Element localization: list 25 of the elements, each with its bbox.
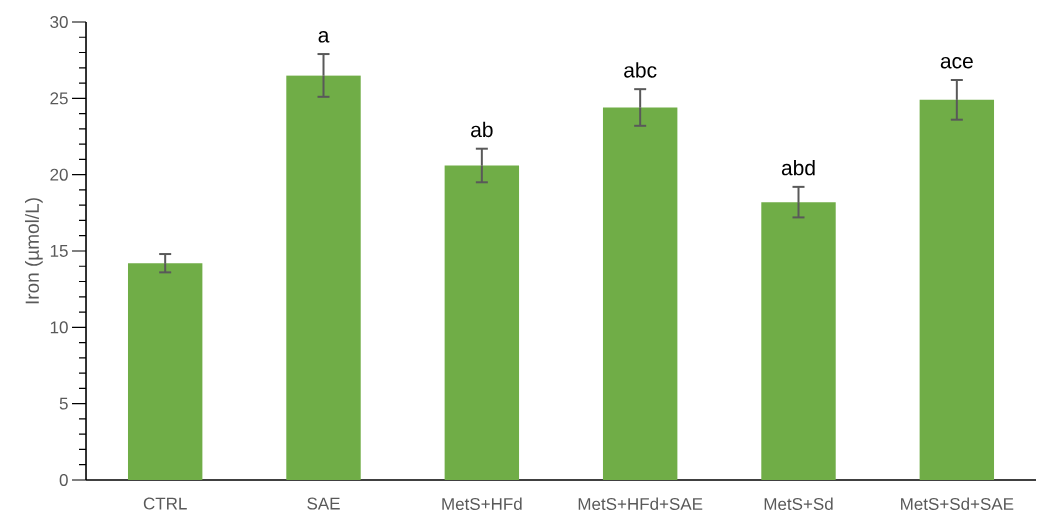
x-tick-label: MetS+HFd bbox=[442, 497, 522, 511]
bar bbox=[761, 202, 836, 480]
x-tick-label: SAE bbox=[307, 497, 340, 510]
x-tick-label: MetS+Sd bbox=[764, 497, 833, 511]
annotation: a bbox=[318, 31, 330, 43]
y-tick-label: 10 bbox=[50, 321, 68, 334]
annotation: ab bbox=[471, 121, 493, 138]
x-tick-label: MetS+HFd+SAE bbox=[578, 497, 703, 511]
bar bbox=[602, 107, 678, 480]
y-tick-label: 30 bbox=[50, 15, 68, 29]
y-tick-label: 25 bbox=[50, 92, 68, 105]
y-tick-label: 0 bbox=[59, 473, 68, 487]
annotation: abc bbox=[624, 62, 657, 78]
y-tick-label: 5 bbox=[59, 397, 68, 410]
y-tick-label: 20 bbox=[50, 168, 68, 181]
y-axis-title: Iron (µmol/L) bbox=[24, 198, 43, 304]
annotation: ace bbox=[940, 56, 973, 69]
bar bbox=[919, 99, 995, 480]
y-tick-label: 15 bbox=[50, 245, 68, 257]
bar bbox=[127, 263, 203, 480]
bar bbox=[444, 165, 520, 480]
bar bbox=[286, 75, 361, 480]
x-tick-label: CTRL bbox=[143, 497, 187, 510]
x-tick-label: MetS+Sd+SAE bbox=[901, 497, 1014, 511]
annotation: abd bbox=[781, 159, 815, 176]
